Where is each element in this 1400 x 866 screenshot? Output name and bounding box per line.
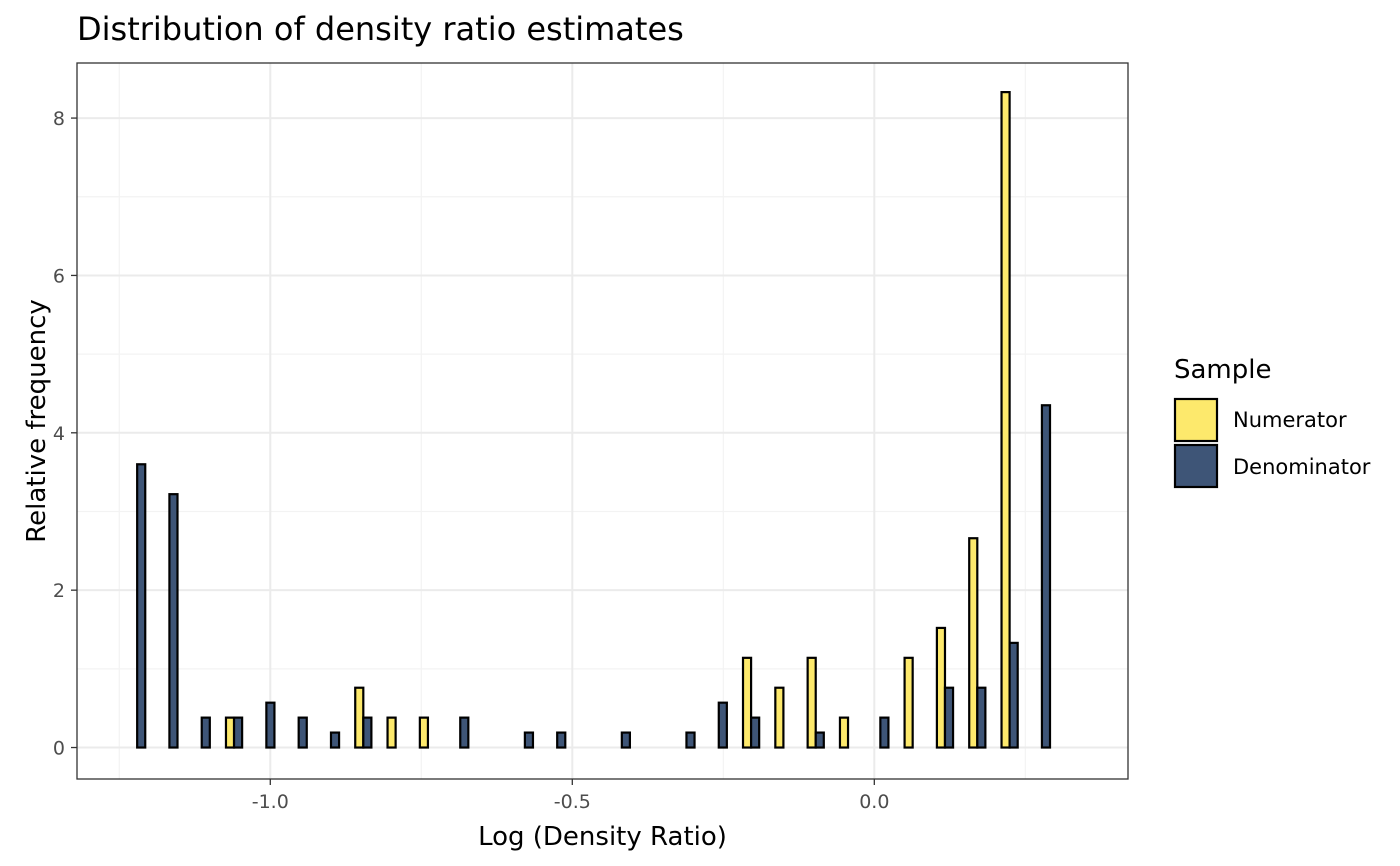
bar-denominator xyxy=(814,731,825,749)
bar-denominator xyxy=(523,731,535,749)
bar-denominator xyxy=(168,493,179,749)
bar-numerator xyxy=(903,656,914,749)
bar-numerator xyxy=(224,716,236,749)
bar-denominator xyxy=(136,463,147,749)
legend: Sample Numerator Denominator xyxy=(1173,355,1371,489)
bar-denominator xyxy=(329,731,341,749)
bars xyxy=(136,91,1052,749)
bar-numerator xyxy=(1000,91,1011,749)
x-tick-label: 0.0 xyxy=(859,791,889,813)
bar-numerator xyxy=(354,686,365,749)
bar-numerator xyxy=(774,686,785,749)
bar-denominator xyxy=(879,716,890,749)
plot-panel-border xyxy=(76,62,1129,780)
legend-key-denominator xyxy=(1173,443,1219,489)
bar-denominator xyxy=(717,701,728,749)
x-axis-title: Log (Density Ratio) xyxy=(478,822,727,852)
bar-denominator xyxy=(200,716,211,749)
bar-denominator xyxy=(232,716,244,749)
bar-denominator xyxy=(1008,641,1019,749)
y-axis-ticks: 0 2 4 6 8 xyxy=(53,108,77,760)
y-axis-title: Relative frequency xyxy=(22,299,52,543)
bar-denominator xyxy=(620,731,632,749)
y-tick-label: 4 xyxy=(53,423,65,445)
bar-denominator xyxy=(556,731,567,749)
x-tick-label: -0.5 xyxy=(554,791,591,813)
bar-numerator xyxy=(418,716,430,749)
bar-denominator xyxy=(1040,404,1052,749)
bar-numerator xyxy=(838,716,850,749)
bar-denominator xyxy=(943,686,955,749)
x-tick-label: -1.0 xyxy=(252,791,289,813)
bar-denominator xyxy=(297,716,308,749)
legend-title: Sample xyxy=(1174,355,1272,385)
x-axis-ticks: -1.0 -0.5 0.0 xyxy=(252,779,889,813)
legend-key-numerator xyxy=(1173,397,1219,443)
legend-label-denominator: Denominator xyxy=(1233,455,1371,479)
bar-denominator xyxy=(685,731,696,749)
y-tick-label: 2 xyxy=(53,580,65,602)
bar-denominator xyxy=(362,716,373,749)
bar-numerator xyxy=(968,537,979,749)
y-tick-label: 8 xyxy=(53,108,65,130)
chart-title: Distribution of density ratio estimates xyxy=(77,10,684,48)
major-gridlines xyxy=(77,63,1128,779)
bar-numerator xyxy=(386,716,397,749)
y-tick-label: 0 xyxy=(53,738,65,760)
bar-denominator xyxy=(749,716,761,749)
bar-numerator xyxy=(935,626,947,749)
bar-denominator xyxy=(265,701,276,749)
legend-label-numerator: Numerator xyxy=(1233,408,1347,432)
bar-denominator xyxy=(976,686,987,749)
y-tick-label: 6 xyxy=(53,265,65,287)
bar-denominator xyxy=(459,716,470,749)
bar-numerator xyxy=(741,656,753,749)
bar-numerator xyxy=(806,656,817,749)
minor-gridlines xyxy=(77,63,1128,779)
